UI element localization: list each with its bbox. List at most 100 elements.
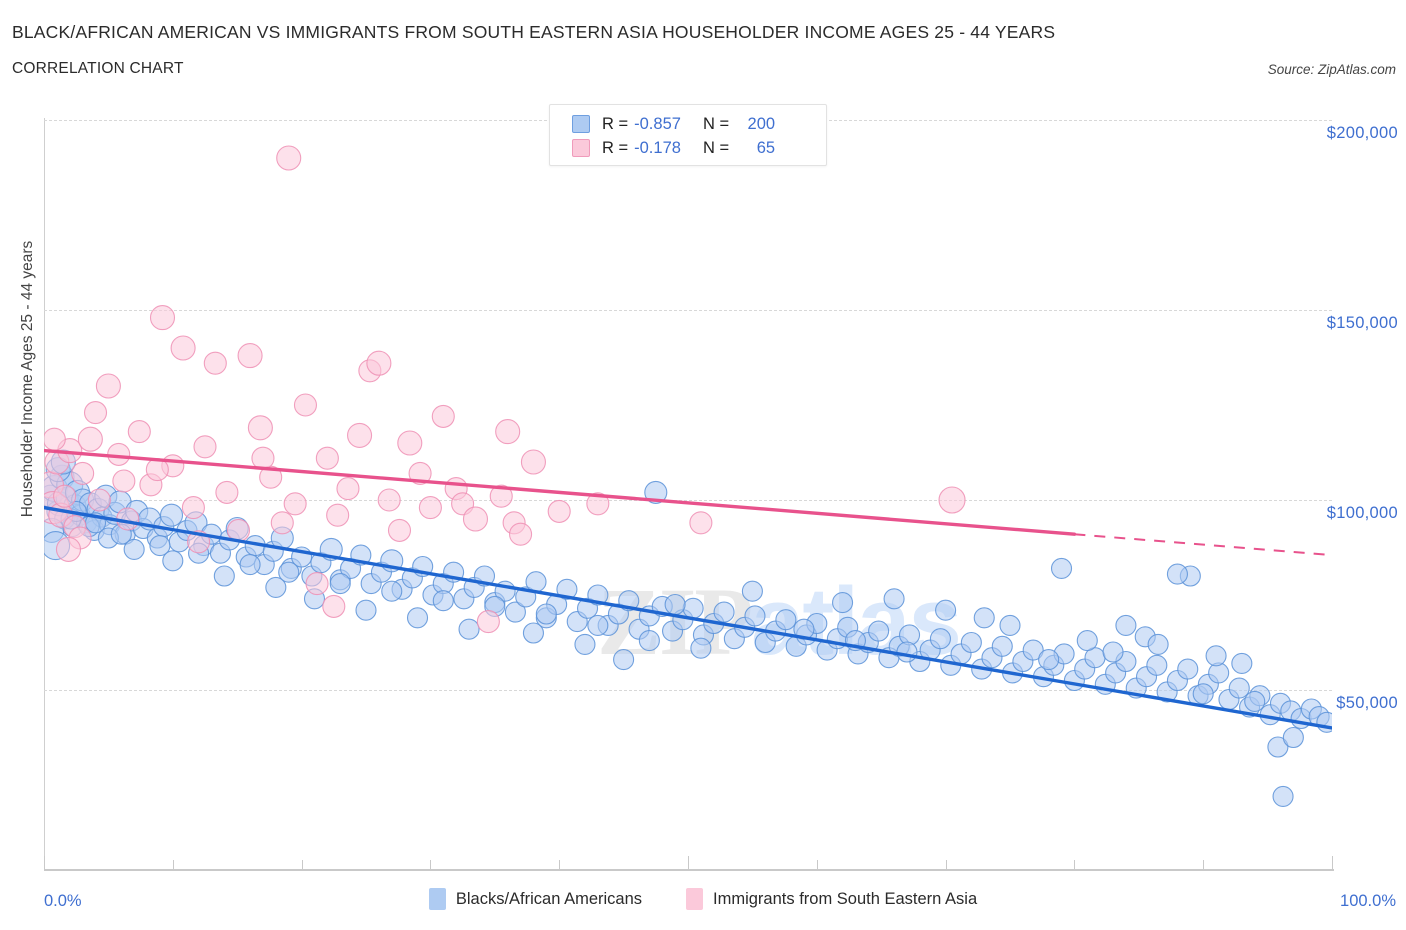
- data-point: [462, 506, 489, 532]
- stats-n-label-blue: N =: [702, 114, 730, 133]
- data-point: [1102, 641, 1124, 663]
- x-axis-tick: [1074, 860, 1076, 870]
- stats-r-label-blue: R =: [602, 114, 629, 133]
- trendline-extrapolated: [1074, 533, 1332, 557]
- x-axis-max-label: 100.0%: [1340, 892, 1396, 910]
- data-point: [713, 601, 735, 623]
- data-point: [1267, 736, 1289, 758]
- data-point: [495, 419, 521, 445]
- scatter-plot: [44, 145, 1332, 807]
- gridline-150000: [44, 310, 1332, 311]
- data-point: [929, 628, 951, 650]
- trendline: [44, 448, 1077, 536]
- data-point: [44, 427, 66, 451]
- data-point: [127, 420, 151, 444]
- data-point: [525, 571, 547, 593]
- data-point: [690, 637, 712, 659]
- data-point: [522, 622, 544, 644]
- data-point: [1050, 557, 1073, 579]
- correlation-stats-box: R = -0.857 N = 200 R = -0.178 N = 65: [549, 104, 827, 166]
- data-point: [504, 601, 526, 623]
- data-point: [53, 484, 77, 508]
- x-axis-tick: [816, 860, 818, 870]
- series-immigrants-from-south-eastern-asia: [44, 145, 966, 634]
- page-title: BLACK/AFRICAN AMERICAN VS IMMIGRANTS FRO…: [12, 22, 1056, 42]
- data-point: [960, 631, 982, 654]
- series-legend: Blacks/African Americans Immigrants from…: [0, 888, 1406, 910]
- data-point: [305, 572, 329, 596]
- data-point: [547, 499, 571, 523]
- data-point: [574, 633, 596, 655]
- source-note: Source: ZipAtlas.com: [1267, 62, 1396, 77]
- data-point: [203, 351, 227, 375]
- data-point: [586, 492, 610, 516]
- stats-r-value-pink: -0.178: [634, 138, 681, 157]
- data-point: [95, 373, 121, 399]
- data-point: [476, 610, 500, 634]
- data-point: [682, 597, 704, 619]
- stats-n-label-pink: N =: [702, 138, 730, 157]
- data-point: [883, 588, 905, 610]
- chart-subtitle: CORRELATION CHART: [12, 60, 184, 77]
- x-axis-min-label: 0.0%: [44, 892, 82, 910]
- data-point: [276, 145, 302, 171]
- data-point: [775, 609, 797, 631]
- x-axis-tick: [44, 856, 45, 870]
- data-point: [381, 580, 403, 602]
- data-point: [408, 461, 432, 485]
- x-axis-tick: [1203, 860, 1205, 870]
- y-axis-title: Householder Income Ages 25 - 44 years: [19, 240, 36, 518]
- data-point: [387, 518, 412, 542]
- stats-n-value-blue: 200: [747, 114, 776, 133]
- data-point: [999, 614, 1021, 636]
- data-point: [896, 641, 918, 663]
- data-point: [322, 594, 346, 618]
- data-point: [283, 492, 307, 516]
- x-axis-tick: [430, 860, 432, 870]
- data-point: [213, 565, 235, 587]
- data-point: [520, 449, 546, 475]
- data-point: [1146, 654, 1168, 676]
- data-point: [1022, 639, 1044, 661]
- data-point: [149, 305, 176, 331]
- legend-label-immigrants: Immigrants from South Eastern Asia: [713, 889, 978, 908]
- data-point: [336, 477, 360, 501]
- y-axis-label: $100,000: [1326, 504, 1398, 522]
- data-point: [87, 488, 111, 512]
- data-point: [1228, 677, 1250, 699]
- data-point: [868, 620, 890, 642]
- data-point: [1038, 649, 1060, 671]
- x-axis-tick: [1332, 856, 1333, 870]
- stats-row-blue: R = -0.857 N = 200: [550, 112, 826, 136]
- y-axis-label: $200,000: [1326, 124, 1398, 142]
- data-point: [162, 550, 184, 572]
- data-point: [509, 522, 533, 546]
- stats-r-value-blue: -0.857: [634, 114, 681, 133]
- data-point: [329, 573, 351, 595]
- data-point: [71, 461, 95, 485]
- data-point: [1076, 630, 1098, 652]
- data-point: [1231, 652, 1253, 674]
- data-point: [251, 446, 275, 470]
- data-point: [193, 435, 217, 459]
- data-point: [689, 511, 713, 535]
- data-point: [397, 430, 423, 456]
- data-point: [744, 605, 766, 627]
- data-point: [1147, 633, 1169, 655]
- legend-item-immigrants[interactable]: Immigrants from South Eastern Asia: [686, 888, 977, 910]
- y-axis-label: $50,000: [1336, 694, 1398, 712]
- data-point: [237, 343, 263, 369]
- data-point: [366, 350, 392, 376]
- data-point: [613, 649, 635, 671]
- data-point: [935, 599, 957, 621]
- data-point: [1272, 785, 1294, 807]
- legend-swatch-blue-icon: [428, 888, 446, 910]
- stats-row-pink: R = -0.178 N = 65: [550, 136, 826, 160]
- gridline-50000: [44, 690, 1332, 691]
- data-point: [644, 480, 668, 504]
- data-point: [741, 580, 763, 602]
- data-point: [938, 486, 966, 514]
- legend-item-blacks[interactable]: Blacks/African Americans: [428, 888, 642, 910]
- data-point: [1166, 563, 1188, 585]
- data-point: [489, 484, 513, 508]
